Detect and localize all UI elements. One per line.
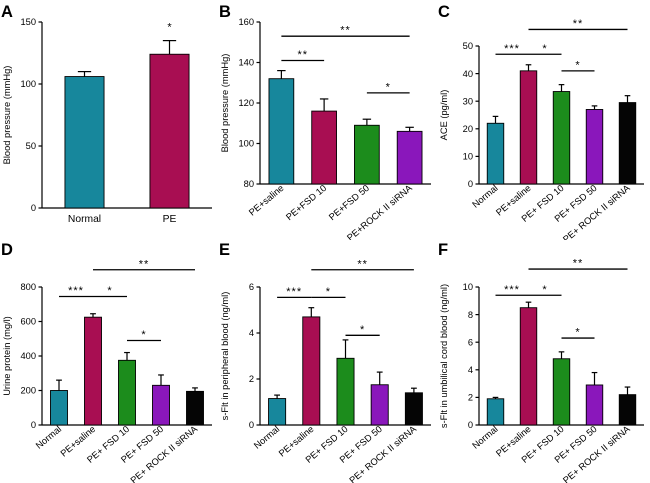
svg-text:PE+FSD 10: PE+FSD 10: [284, 183, 328, 222]
svg-text:Blood pressure (mmHg): Blood pressure (mmHg): [2, 66, 12, 165]
svg-text:50: 50: [26, 141, 36, 151]
svg-text:40: 40: [463, 69, 473, 79]
svg-text:20: 20: [463, 124, 473, 134]
svg-text:200: 200: [20, 386, 36, 396]
svg-text:*: *: [575, 327, 580, 339]
svg-text:**: **: [297, 49, 308, 61]
svg-text:600: 600: [20, 317, 36, 327]
svg-text:0: 0: [468, 420, 473, 430]
svg-text:0: 0: [249, 420, 254, 430]
svg-text:Normal: Normal: [470, 183, 499, 210]
svg-text:*: *: [141, 329, 146, 341]
svg-text:B: B: [219, 3, 231, 21]
svg-text:150: 150: [20, 17, 36, 27]
svg-text:**: **: [573, 18, 584, 30]
svg-text:s-Flt in peripheral blood (ng/: s-Flt in peripheral blood (ng/ml): [220, 292, 230, 421]
svg-text:4: 4: [249, 328, 254, 338]
svg-text:Normal: Normal: [470, 424, 499, 451]
svg-text:6: 6: [249, 282, 254, 292]
svg-text:6: 6: [468, 337, 473, 347]
svg-text:PE+FSD 50: PE+FSD 50: [327, 183, 371, 222]
svg-text:PE: PE: [163, 214, 177, 225]
svg-text:Normal: Normal: [68, 214, 101, 225]
svg-text:***: ***: [286, 286, 302, 298]
svg-text:100: 100: [238, 139, 254, 149]
svg-text:80: 80: [244, 179, 254, 189]
svg-text:2: 2: [249, 374, 254, 384]
svg-text:0: 0: [468, 179, 473, 189]
svg-text:Normal: Normal: [34, 424, 63, 451]
svg-text:C: C: [438, 3, 450, 21]
svg-text:*: *: [360, 324, 365, 336]
svg-text:*: *: [326, 286, 331, 298]
svg-text:D: D: [1, 241, 13, 259]
svg-text:**: **: [139, 258, 150, 270]
svg-text:*: *: [575, 59, 580, 71]
svg-text:ACE (pg/ml): ACE (pg/ml): [439, 90, 449, 141]
svg-text:***: ***: [504, 43, 520, 55]
svg-text:A: A: [1, 3, 13, 21]
svg-text:F: F: [438, 241, 448, 259]
svg-text:50: 50: [463, 41, 473, 51]
svg-text:120: 120: [238, 98, 254, 108]
svg-text:800: 800: [20, 282, 36, 292]
svg-text:*: *: [167, 22, 172, 34]
svg-text:*: *: [107, 285, 112, 297]
svg-text:**: **: [573, 258, 584, 270]
svg-text:4: 4: [468, 365, 473, 375]
svg-text:E: E: [219, 241, 230, 259]
svg-text:*: *: [542, 43, 547, 55]
svg-text:***: ***: [504, 284, 520, 296]
svg-text:**: **: [357, 258, 368, 270]
svg-text:*: *: [542, 284, 547, 296]
svg-text:Blood pressure (mmHg): Blood pressure (mmHg): [220, 54, 230, 153]
svg-text:0: 0: [31, 420, 36, 430]
svg-text:s-Flt in umbilical cord blood: s-Flt in umbilical cord blood (ng/ml): [439, 284, 449, 428]
svg-text:30: 30: [463, 96, 473, 106]
svg-text:10: 10: [463, 152, 473, 162]
svg-text:*: *: [386, 81, 391, 93]
svg-text:8: 8: [468, 310, 473, 320]
svg-text:160: 160: [238, 17, 254, 27]
svg-text:**: **: [340, 25, 351, 37]
svg-text:2: 2: [468, 393, 473, 403]
svg-text:10: 10: [463, 282, 473, 292]
svg-text:Normal: Normal: [252, 424, 281, 451]
svg-text:Urine protein (mg/l): Urine protein (mg/l): [2, 316, 12, 396]
svg-text:400: 400: [20, 351, 36, 361]
svg-text:***: ***: [68, 285, 84, 297]
svg-text:100: 100: [20, 79, 36, 89]
svg-text:140: 140: [238, 58, 254, 68]
svg-text:0: 0: [31, 203, 36, 213]
